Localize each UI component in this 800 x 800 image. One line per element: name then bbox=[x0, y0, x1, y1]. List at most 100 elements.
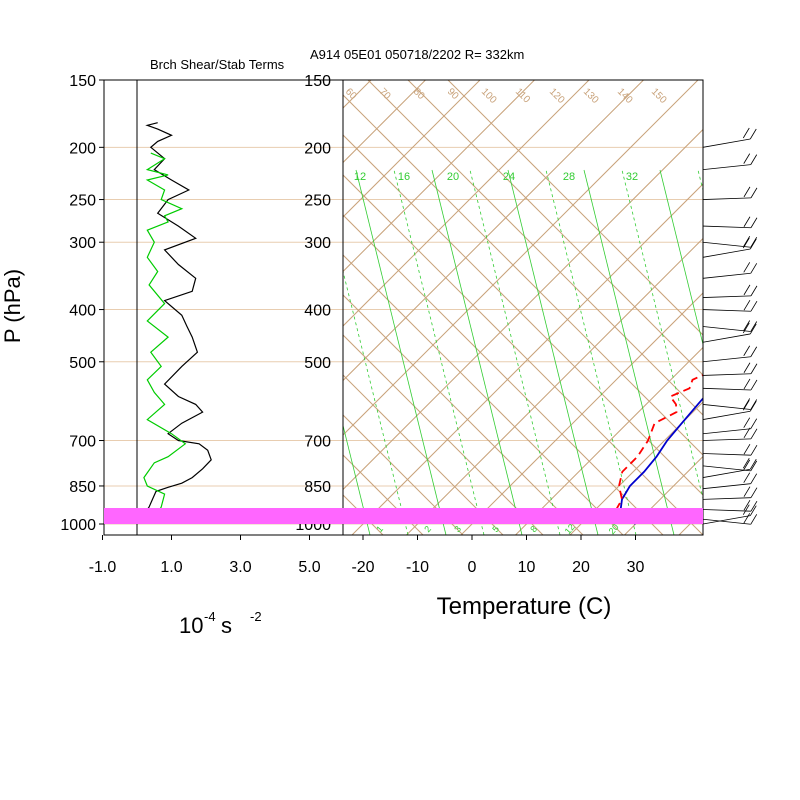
wind-barb-staff bbox=[702, 138, 751, 148]
temperature-axis-label: Temperature (C) bbox=[437, 593, 612, 620]
wind-barb-flag bbox=[750, 399, 758, 410]
wind-barb-staff bbox=[702, 497, 751, 500]
dry-adiabat bbox=[447, 80, 703, 336]
y-tick-label: 300 bbox=[69, 235, 96, 252]
wind-barb-flag bbox=[743, 320, 751, 331]
isotherm-label: 130 bbox=[581, 86, 601, 106]
dry-adiabat bbox=[343, 294, 584, 535]
x-tick-label: 0 bbox=[468, 559, 477, 576]
wind-barb-flag bbox=[750, 514, 758, 525]
mixing-ratio-bottom-label: 12 bbox=[563, 522, 577, 536]
wind-barb-flag bbox=[750, 473, 758, 484]
mixing-ratio-line bbox=[343, 269, 409, 535]
shear-term-line bbox=[136, 122, 212, 521]
wind-barb-flag bbox=[743, 362, 751, 373]
mixing-ratio-label: 32 bbox=[626, 171, 638, 183]
isotherm-label: 80 bbox=[411, 86, 427, 102]
mixing-ratio-line bbox=[697, 169, 703, 192]
wind-barb-staff bbox=[702, 428, 751, 435]
isotherm bbox=[788, 28, 800, 536]
wind-barb-flag bbox=[750, 346, 758, 357]
dry-adiabat bbox=[343, 334, 544, 535]
isotherm-label: 70 bbox=[377, 86, 393, 102]
mixing-ratio-bottom-label: 8 bbox=[528, 524, 539, 534]
isotherm bbox=[343, 80, 590, 327]
wind-barb-staff bbox=[702, 483, 751, 490]
mixing-ratio-line bbox=[621, 169, 703, 501]
wind-barb-staff bbox=[702, 164, 751, 171]
wind-barb-flag bbox=[742, 237, 750, 249]
y-tick-label: 150 bbox=[304, 73, 331, 90]
wind-barb-flag bbox=[743, 236, 751, 247]
dry-adiabat bbox=[343, 254, 624, 535]
wind-barb-flag bbox=[750, 301, 758, 312]
wind-barb-staff bbox=[702, 241, 751, 248]
wind-barb-flag bbox=[743, 378, 751, 390]
wind-barb-staff bbox=[702, 515, 751, 525]
wind-barb-flag bbox=[742, 504, 750, 515]
y-tick-label: 300 bbox=[304, 235, 331, 252]
y-tick-label: 200 bbox=[304, 140, 331, 157]
skewt-panel-title: A914 05E01 050718/2202 R= 332km bbox=[310, 47, 524, 62]
isotherm bbox=[343, 80, 645, 382]
y-tick-label: 400 bbox=[304, 303, 331, 320]
x-tick-label: 1.0 bbox=[160, 559, 182, 576]
mixing-ratio-label: 28 bbox=[563, 171, 575, 183]
isotherm bbox=[569, 401, 703, 535]
unit-exp2: -2 bbox=[250, 609, 262, 624]
isotherm bbox=[343, 128, 703, 491]
wind-barb-staff bbox=[702, 373, 751, 376]
skewt-interior bbox=[0, 15, 800, 536]
isotherm-label: 60 bbox=[343, 86, 359, 102]
wind-barb-flag bbox=[743, 300, 751, 311]
wind-barb-flag bbox=[743, 443, 751, 455]
dry-adiabat bbox=[0, 15, 223, 535]
isotherm-label: 90 bbox=[445, 86, 461, 102]
wind-barb-flag bbox=[749, 128, 757, 140]
mixing-ratio-line bbox=[583, 169, 675, 535]
wind-barb-staff bbox=[702, 404, 751, 410]
wind-barb-flag bbox=[743, 472, 751, 483]
y-tick-label: 400 bbox=[69, 303, 96, 320]
wind-barb-flag bbox=[743, 153, 751, 164]
wind-barb-flag bbox=[743, 499, 751, 511]
isotherm bbox=[733, 28, 800, 536]
wind-barb-flag bbox=[749, 323, 757, 335]
isotherm-label: 150 bbox=[649, 86, 669, 106]
wind-barb-flag bbox=[742, 322, 750, 334]
y-tick-label: 850 bbox=[304, 479, 331, 496]
dry-adiabat bbox=[343, 534, 344, 535]
y-tick-label: 250 bbox=[69, 193, 96, 210]
mixing-ratio-bottom-label: 5 bbox=[490, 524, 501, 534]
wind-barb-flag bbox=[743, 486, 751, 497]
wind-barb-staff bbox=[702, 356, 751, 363]
stability-term-line bbox=[143, 152, 187, 520]
wind-barb-staff bbox=[702, 248, 751, 258]
mixing-ratio-label: 16 bbox=[398, 171, 410, 183]
wind-barb-staff bbox=[702, 272, 751, 279]
wind-barb-flag bbox=[749, 505, 757, 516]
wind-barb-staff bbox=[702, 295, 751, 298]
wind-barb-staff bbox=[702, 468, 751, 478]
y-tick-label: 200 bbox=[69, 140, 96, 157]
wind-barb-flag bbox=[743, 417, 751, 428]
shear-panel-title: Brch Shear/Stab Terms bbox=[150, 57, 285, 72]
wind-barb-flag bbox=[743, 216, 751, 227]
wind-barb-flag bbox=[750, 237, 758, 248]
x-tick-label: 20 bbox=[572, 559, 590, 576]
wind-barb-flag bbox=[743, 345, 751, 356]
wind-barb-flag bbox=[750, 418, 758, 429]
isotherm bbox=[343, 80, 481, 218]
isotherm bbox=[343, 80, 427, 164]
highlight-band bbox=[104, 507, 703, 524]
wind-barb-staff bbox=[702, 465, 751, 472]
isotherm-label: 140 bbox=[615, 86, 635, 106]
y-tick-label: 700 bbox=[69, 434, 96, 451]
wind-barb-staff bbox=[702, 326, 751, 332]
isotherm bbox=[351, 183, 703, 535]
y-tick-label: 700 bbox=[304, 434, 331, 451]
mixing-ratio-line bbox=[393, 169, 485, 535]
x-tick-label: -10 bbox=[406, 559, 429, 576]
y-tick-label: 500 bbox=[304, 355, 331, 372]
